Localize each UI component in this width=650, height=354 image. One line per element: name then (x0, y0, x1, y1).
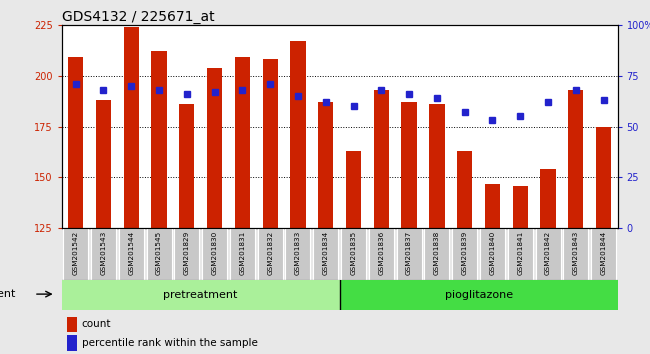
Text: GSM201842: GSM201842 (545, 231, 551, 275)
Text: GSM201542: GSM201542 (73, 231, 79, 275)
Bar (285, 228, 311, 280)
Bar (369, 228, 394, 280)
Bar (96, 100, 111, 228)
Bar (508, 228, 533, 280)
Text: count: count (82, 319, 111, 329)
Bar (568, 90, 584, 228)
Text: GSM201830: GSM201830 (212, 231, 218, 275)
Bar (62, 280, 339, 310)
Text: GSM201545: GSM201545 (156, 231, 162, 275)
Bar (536, 228, 560, 280)
Bar (341, 228, 366, 280)
Text: GSM201839: GSM201839 (462, 231, 467, 275)
Text: pioglitazone: pioglitazone (445, 290, 513, 300)
Text: GSM201835: GSM201835 (350, 231, 356, 275)
Text: GSM201833: GSM201833 (295, 231, 301, 275)
Bar (424, 228, 449, 280)
Bar (91, 228, 116, 280)
Bar (257, 228, 283, 280)
Text: GSM201829: GSM201829 (184, 231, 190, 275)
Text: GSM201834: GSM201834 (323, 231, 329, 275)
Bar (68, 57, 83, 228)
Bar (68, 316, 77, 332)
Bar (402, 102, 417, 228)
Bar (119, 228, 144, 280)
Bar (230, 228, 255, 280)
Bar (396, 228, 422, 280)
Bar (318, 102, 333, 228)
Bar (151, 51, 166, 228)
Bar (313, 228, 338, 280)
Bar (207, 68, 222, 228)
Text: GSM201543: GSM201543 (101, 231, 107, 275)
Bar (452, 228, 477, 280)
Bar (596, 127, 611, 228)
Bar (540, 169, 556, 228)
Bar (291, 41, 306, 228)
Bar (513, 185, 528, 228)
Bar (179, 104, 194, 228)
Text: GSM201844: GSM201844 (601, 231, 606, 275)
Text: GSM201841: GSM201841 (517, 231, 523, 275)
Text: agent: agent (0, 289, 16, 299)
Bar (480, 228, 505, 280)
Bar (429, 104, 445, 228)
Bar (124, 27, 139, 228)
Text: GSM201843: GSM201843 (573, 231, 578, 275)
Bar (235, 57, 250, 228)
Bar (174, 228, 200, 280)
Bar (564, 228, 588, 280)
Text: GSM201832: GSM201832 (267, 231, 273, 275)
Bar (374, 90, 389, 228)
Text: pretreatment: pretreatment (164, 290, 238, 300)
Bar (202, 228, 227, 280)
Bar (263, 59, 278, 228)
Text: GSM201836: GSM201836 (378, 231, 384, 275)
Bar (591, 228, 616, 280)
Bar (346, 151, 361, 228)
Bar (63, 228, 88, 280)
Text: GSM201544: GSM201544 (128, 231, 134, 275)
Text: GSM201831: GSM201831 (239, 231, 245, 275)
Text: GSM201838: GSM201838 (434, 231, 440, 275)
Text: GDS4132 / 225671_at: GDS4132 / 225671_at (62, 10, 214, 24)
Text: percentile rank within the sample: percentile rank within the sample (82, 338, 257, 348)
Bar (485, 183, 500, 228)
Bar (146, 228, 172, 280)
Bar (457, 151, 473, 228)
Text: GSM201837: GSM201837 (406, 231, 412, 275)
Bar (339, 280, 618, 310)
Text: GSM201840: GSM201840 (489, 231, 495, 275)
Bar (68, 335, 77, 351)
